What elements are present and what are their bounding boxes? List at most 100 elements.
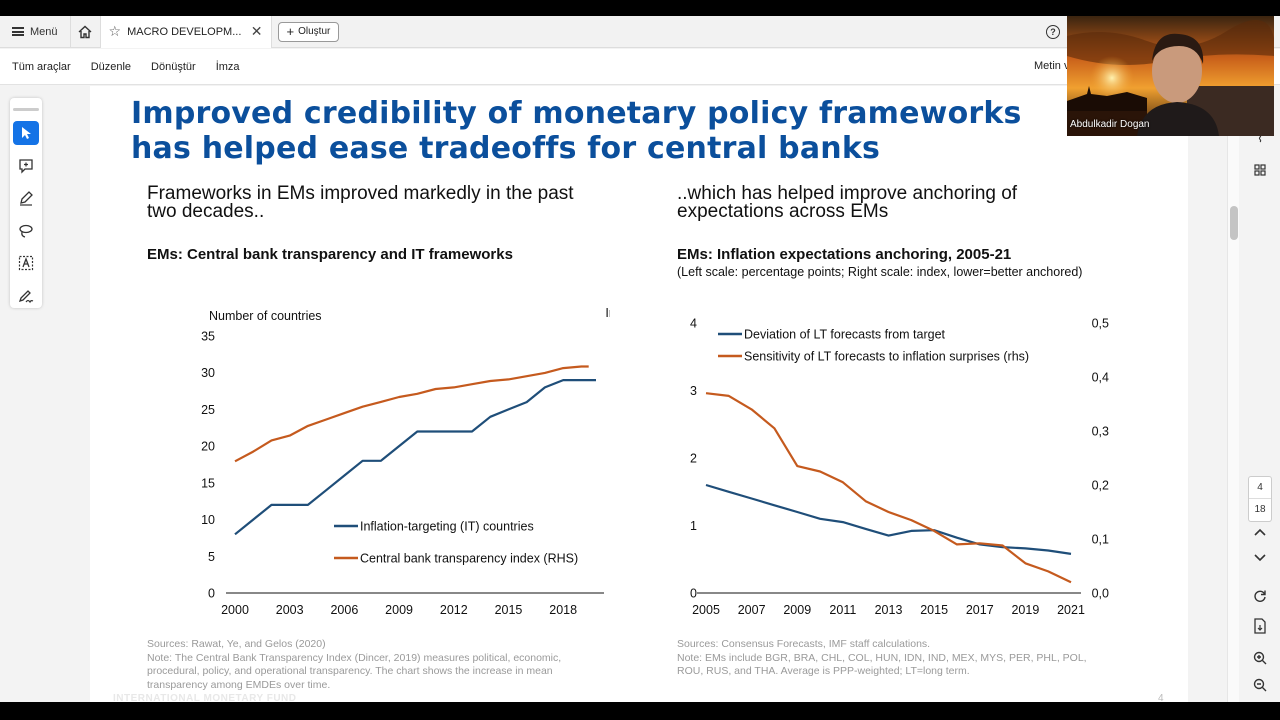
hamburger-icon <box>12 27 24 36</box>
grid-icon[interactable] <box>1252 162 1268 178</box>
series-line-1 <box>234 378 596 536</box>
x-tick-label: 2013 <box>875 603 903 616</box>
plus-icon: + <box>286 24 295 39</box>
main-toolbar: Tüm araçlar Düzenle Dönüştür İmza Metin … <box>0 49 1280 85</box>
webcam-overlay: Abdulkadir Dogan <box>1067 16 1274 136</box>
legend-label-2: Sensitivity of LT forecasts to inflation… <box>744 350 1029 364</box>
right-chart: 0 1 2 3 4 0,0 0,1 0,2 0,3 0,4 0,5 2005 2007 2009 2011 2… <box>690 317 1109 617</box>
right-chart-subtitle: (Left scale: percentage points; Right sc… <box>677 265 1083 279</box>
create-label: Oluştur <box>298 26 331 37</box>
right-notes: Sources: Consensus Forecasts, IMF staff … <box>677 638 1087 679</box>
webcam-video <box>1067 16 1274 136</box>
help-icon[interactable]: ? <box>1046 25 1060 39</box>
y-tick-label: 15 <box>201 476 215 490</box>
toolbar-text-menu[interactable]: Metin v <box>1034 60 1070 72</box>
y-tick-label: 5 <box>208 550 215 564</box>
x-tick-label: 2000 <box>221 603 249 616</box>
x-tick-label: 2021 <box>1057 603 1085 616</box>
create-button[interactable]: + Oluştur <box>277 21 340 42</box>
chevron-down-icon[interactable] <box>1252 550 1268 566</box>
y2-tick-label: 0,5 <box>1092 317 1109 331</box>
x-tick-label: 2017 <box>966 603 994 616</box>
sign-icon <box>18 289 34 303</box>
comment-tool[interactable] <box>13 153 39 178</box>
left-chart-title: EMs: Central bank transparency and IT fr… <box>147 246 513 263</box>
toolbar-convert[interactable]: Dönüştür <box>151 60 196 73</box>
x-tick-label: 2015 <box>920 603 948 616</box>
pdf-page: Improved credibility of monetary policy … <box>90 86 1188 702</box>
select-tool[interactable] <box>13 120 39 146</box>
legend-label-2: Central bank transparency index (RHS) <box>360 552 578 566</box>
x-tick-label: 2019 <box>1011 603 1039 616</box>
y2-axis-label: Index <box>605 306 610 320</box>
total-pages: 18 <box>1254 504 1266 515</box>
slide-title: Improved credibility of monetary policy … <box>131 96 1022 166</box>
y-tick-label: 30 <box>201 366 215 380</box>
text-select-icon <box>18 256 34 271</box>
menu-button[interactable]: Menü <box>0 16 70 48</box>
vertical-scrollbar[interactable] <box>1227 86 1239 702</box>
document-tab[interactable]: ☆ MACRO DEVELOPM... ✕ <box>99 16 272 48</box>
y2-tick-label: 0,3 <box>1092 425 1109 439</box>
close-icon[interactable]: ✕ <box>250 23 263 39</box>
left-tool-rail <box>10 98 42 308</box>
slide-title-line-1: Improved credibility of monetary policy … <box>131 96 1022 131</box>
y2-tick-label: 0,1 <box>1092 533 1109 547</box>
select-icon <box>22 127 31 140</box>
left-note-line: Sources: Rawat, Ye, and Gelos (2020) <box>147 638 326 650</box>
y2-tick-label: 0,0 <box>1092 587 1109 601</box>
y-tick-label: 10 <box>201 513 215 527</box>
pen-icon <box>20 191 33 206</box>
pen-tool[interactable] <box>13 186 39 211</box>
left-note-line: transparency among EMDEs over time. <box>147 678 331 691</box>
page-indicator[interactable]: 4 18 <box>1248 476 1272 522</box>
right-subhead-line-2: expectations across EMs <box>677 201 889 222</box>
text-select-tool[interactable] <box>13 251 39 276</box>
sign-tool[interactable] <box>13 283 39 308</box>
current-page[interactable]: 4 <box>1249 477 1271 499</box>
x-tick-label: 2005 <box>692 603 720 616</box>
right-chart-title: EMs: Inflation expectations anchoring, 2… <box>677 246 1012 263</box>
scroll-thumb[interactable] <box>1230 206 1238 240</box>
y-tick-label: 0 <box>208 587 215 601</box>
home-button[interactable] <box>69 16 100 48</box>
slide-title-line-2: has helped ease tradeoffs for central ba… <box>131 131 881 166</box>
series-line-1 <box>705 483 1072 555</box>
bookmark-icon[interactable]: ⌇ <box>1256 130 1264 145</box>
star-icon[interactable]: ☆ <box>108 23 122 39</box>
menu-label: Menü <box>30 25 58 38</box>
zoom-out-icon[interactable] <box>1252 677 1268 693</box>
right-note-line: ROU, RUS, and THA. Average is PPP-weight… <box>677 665 970 677</box>
x-tick-label: 2009 <box>385 603 413 616</box>
y-tick-label: 0 <box>690 587 697 601</box>
legend-label-1: Deviation of LT forecasts from target <box>744 328 946 342</box>
zoom-in-icon[interactable] <box>1252 650 1268 666</box>
toolbar-all-tools[interactable]: Tüm araçlar <box>12 60 71 73</box>
left-subhead-line-2: two decades.. <box>147 201 265 222</box>
tab-bar: Menü ☆ MACRO DEVELOPM... ✕ + Oluştur ? <box>0 16 1280 48</box>
refresh-icon[interactable] <box>1252 588 1268 604</box>
x-tick-label: 2015 <box>495 603 523 616</box>
tool-rail-grip[interactable] <box>13 108 39 111</box>
export-pdf-icon[interactable] <box>1252 618 1268 634</box>
series-line-2 <box>234 365 589 463</box>
right-note-line: Sources: Consensus Forecasts, IMF staff … <box>677 638 931 650</box>
left-subhead-line-1: Frameworks in EMs improved markedly in t… <box>147 183 574 204</box>
left-chart: Number of countriesIndex0510152025303501… <box>201 306 610 616</box>
left-subhead: Frameworks in EMs improved markedly in t… <box>147 183 574 222</box>
chevron-up-icon[interactable] <box>1252 524 1268 540</box>
y2-tick-label: 0,2 <box>1092 479 1109 493</box>
pdf-viewer-app: Menü ☆ MACRO DEVELOPM... ✕ + Oluştur ? T… <box>0 16 1280 702</box>
lasso-tool[interactable] <box>13 218 39 243</box>
left-note-line: Note: The Central Bank Transparency Inde… <box>147 651 562 664</box>
toolbar-edit[interactable]: Düzenle <box>90 60 132 73</box>
y-tick-label: 20 <box>201 440 215 454</box>
right-subhead: ..which has helped improve anchoring of … <box>677 184 1017 222</box>
y-tick-label: 25 <box>201 403 215 417</box>
right-note-line: Note: EMs include BGR, BRA, CHL, COL, HU… <box>677 651 1087 664</box>
y2-tick-label: 0,4 <box>1092 371 1109 385</box>
toolbar-sign[interactable]: İmza <box>215 60 240 73</box>
y-tick-label: 35 <box>201 330 215 344</box>
slide-page-number: 4 <box>1158 693 1164 702</box>
comment-icon <box>19 158 33 174</box>
